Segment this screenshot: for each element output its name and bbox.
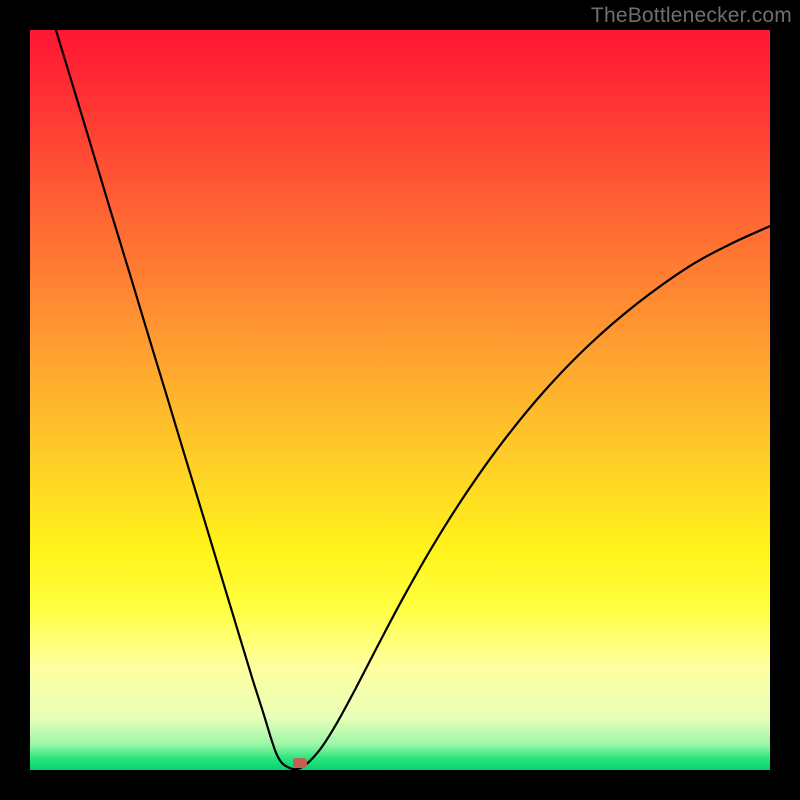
curve-path (56, 30, 770, 769)
watermark-text: TheBottlenecker.com (591, 4, 792, 28)
chart-frame: { "watermark": { "text": "TheBottlenecke… (0, 0, 800, 800)
bottleneck-curve (30, 30, 770, 770)
optimal-point-marker (293, 758, 307, 768)
